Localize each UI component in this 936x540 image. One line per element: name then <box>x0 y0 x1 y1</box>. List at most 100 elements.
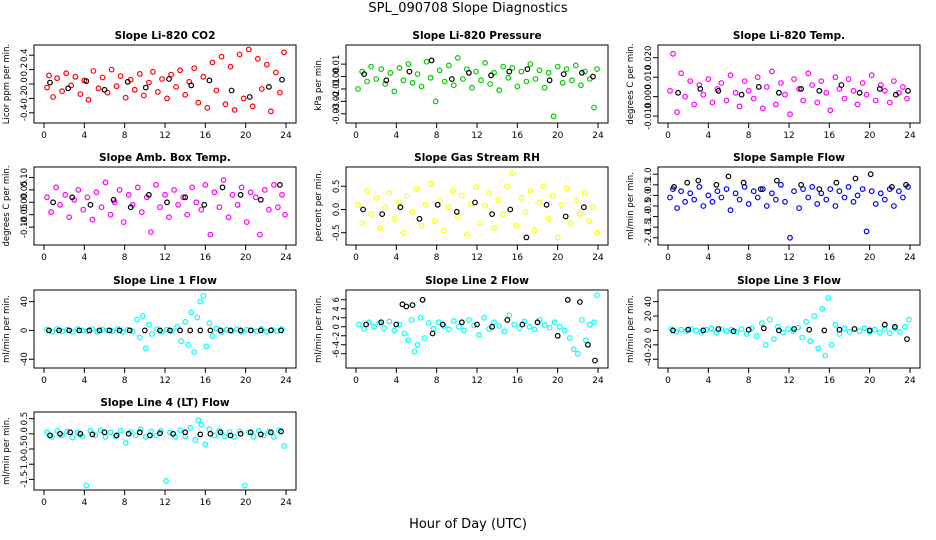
plot-frame <box>345 44 609 124</box>
y-tick-label: -0.2 <box>20 90 30 107</box>
data-point <box>72 73 79 80</box>
highlight-point <box>507 206 514 213</box>
data-point <box>423 58 430 65</box>
x-tick-label: 20 <box>864 253 876 263</box>
highlight-point <box>383 77 390 84</box>
highlight-point <box>83 78 90 84</box>
data-point <box>195 99 202 106</box>
x-tick-label: 24 <box>280 253 292 263</box>
data-point <box>275 204 281 211</box>
data-point <box>154 88 161 95</box>
data-point <box>77 91 84 97</box>
x-tick-label: 24 <box>592 131 604 141</box>
data-point <box>198 206 205 213</box>
data-point <box>249 103 256 110</box>
y-tick-label: 0.020 <box>644 46 654 70</box>
highlight-point <box>177 327 184 334</box>
data-point <box>814 99 821 106</box>
chart-panel: Slope Line 3 Flow 0 4 8 12 16 20 24 -40-20 0 20 40 m… <box>626 275 921 386</box>
data-point <box>185 341 192 348</box>
data-point <box>738 326 745 332</box>
highlight-point <box>903 181 909 188</box>
data-point <box>454 55 461 61</box>
data-point <box>377 225 384 232</box>
data-point <box>445 62 452 69</box>
data-point <box>500 211 507 218</box>
data-point <box>216 204 223 211</box>
data-point <box>556 323 563 330</box>
highlight-point <box>146 432 153 439</box>
x-tick-label: 24 <box>280 498 292 508</box>
data-point <box>425 320 432 327</box>
data-point <box>896 188 902 195</box>
chart-panel: Slope Li-820 Temp. 0 4 8 12 16 20 24 -0.0100.000… <box>626 30 921 141</box>
data-point <box>687 190 694 197</box>
highlight-point <box>360 206 367 213</box>
data-point <box>460 76 466 82</box>
data-point <box>750 95 757 102</box>
data-point <box>536 199 543 206</box>
x-tick-label: 0 <box>41 253 47 263</box>
data-point <box>859 186 866 193</box>
data-point <box>872 97 879 104</box>
highlight-point <box>278 327 284 334</box>
data-point <box>546 324 553 331</box>
highlight-point <box>237 191 244 198</box>
data-point <box>590 204 596 211</box>
data-point <box>773 101 779 108</box>
highlight-point <box>227 327 234 334</box>
data-point <box>594 292 600 299</box>
data-point <box>89 216 96 223</box>
highlight-point <box>738 91 745 98</box>
data-point <box>718 326 725 332</box>
data-point <box>891 203 897 209</box>
highlight-point <box>397 204 404 211</box>
panel-title: Slope Line 1 Flow <box>113 275 217 287</box>
data-point <box>245 429 252 436</box>
data-point <box>763 203 770 209</box>
data-point <box>594 66 600 72</box>
highlight-point <box>116 327 123 334</box>
data-point <box>209 59 216 66</box>
x-tick-label: 0 <box>41 131 47 141</box>
data-point <box>578 82 584 89</box>
highlight-point <box>166 76 172 82</box>
data-point <box>59 328 65 335</box>
y-tick-label: -1.5 <box>644 219 654 236</box>
highlight-point <box>852 175 859 182</box>
highlight-point <box>439 321 446 328</box>
data-point <box>241 482 248 489</box>
y-tick-label: 1.0 <box>644 167 654 181</box>
highlight-point <box>866 327 873 334</box>
x-tick-label: 24 <box>904 376 916 386</box>
data-point <box>134 184 141 191</box>
data-point <box>527 187 534 194</box>
highlight-point <box>416 215 423 222</box>
highlight-point <box>838 82 845 88</box>
plot-frame <box>345 166 609 246</box>
x-tick-label: 0 <box>353 253 359 263</box>
highlight-point <box>246 94 253 100</box>
data-point <box>550 113 557 120</box>
y-tick-label: -40 <box>20 352 30 366</box>
data-point <box>778 80 784 86</box>
data-point <box>95 85 102 92</box>
data-point <box>773 196 779 203</box>
data-point <box>473 68 479 75</box>
data-point <box>198 421 205 428</box>
data-point <box>401 330 408 337</box>
highlight-point <box>725 173 732 180</box>
data-point <box>574 350 581 357</box>
y-tick-label: 0 <box>644 328 654 333</box>
data-point <box>63 70 70 77</box>
data-point <box>177 67 184 74</box>
data-point <box>450 318 457 324</box>
x-tick-label: 8 <box>746 376 752 386</box>
y-tick-label: -0.05 <box>20 204 30 226</box>
data-point <box>733 329 740 335</box>
x-tick-label: 4 <box>705 131 711 141</box>
data-point <box>523 78 530 85</box>
highlight-point <box>110 196 117 203</box>
data-point <box>554 63 561 70</box>
panel-title: Slope Line 3 Flow <box>737 275 841 287</box>
